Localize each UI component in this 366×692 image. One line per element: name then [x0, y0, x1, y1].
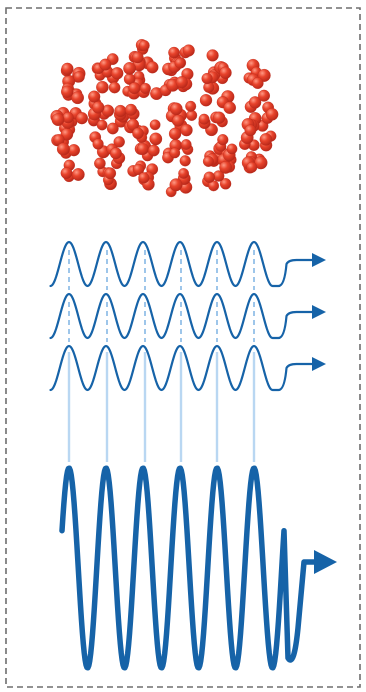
particle-sphere [169, 178, 183, 192]
particle-sphere [206, 49, 219, 62]
particle-sphere [219, 178, 232, 190]
particle-sphere [67, 144, 80, 157]
particle-sphere [219, 161, 232, 174]
right-arrow-icon [314, 550, 337, 574]
particle-sphere [168, 127, 182, 140]
particle-sphere [179, 155, 191, 167]
particle-sphere [258, 89, 270, 102]
particle-sphere [147, 144, 160, 157]
particle-sphere [186, 109, 198, 121]
particle-sphere [71, 168, 85, 181]
particle-sphere [96, 119, 108, 131]
particle-sphere [139, 82, 151, 94]
particle-sphere [92, 101, 105, 114]
particle-sphere [223, 101, 236, 114]
particle-sphere [259, 133, 273, 146]
particle-sphere [203, 171, 215, 183]
large-wave-path [59, 465, 321, 671]
particle-sphere [202, 155, 214, 167]
particle-sphere [88, 90, 101, 103]
particle-sphere [180, 123, 193, 137]
particle-sphere [149, 119, 161, 131]
particle-sphere [111, 67, 124, 80]
right-arrow-icon [312, 357, 326, 371]
particle-sphere [56, 142, 70, 156]
particle-sphere [61, 62, 74, 75]
particle-sphere [94, 157, 106, 170]
right-arrow-icon [312, 305, 326, 319]
particle-sphere [132, 127, 144, 140]
particle-sphere [109, 147, 122, 160]
large-wave [59, 465, 337, 671]
particle-sphere [60, 167, 73, 179]
small-waves [49, 240, 326, 392]
particle-sphere [92, 138, 104, 150]
particle-sphere [198, 113, 210, 125]
particle-sphere [132, 163, 145, 176]
particle-sphere [168, 46, 180, 59]
particle-sphere [51, 113, 65, 126]
particle-sphere [248, 96, 262, 109]
particle-sphere [61, 85, 74, 98]
particle-sphere [170, 102, 183, 116]
particle-sphere [169, 147, 181, 159]
particle-sphere [185, 100, 197, 112]
small-wave-path [49, 344, 314, 392]
particle-sphere [99, 58, 112, 71]
particle-sphere [96, 80, 109, 94]
particle-sphere [175, 76, 188, 89]
particle-sphere [265, 108, 279, 121]
particle-sphere [244, 124, 257, 137]
particle-sphere [199, 94, 213, 107]
small-wave-path [49, 240, 314, 288]
particle-sphere [114, 104, 127, 118]
particle-sphere [217, 134, 229, 146]
particle-sphere [138, 172, 150, 184]
particle-sphere [146, 61, 159, 74]
particle-cluster [50, 39, 279, 198]
vertical-guide-lines [67, 250, 256, 462]
particle-sphere [182, 44, 195, 57]
particle-sphere [219, 66, 232, 79]
particle-sphere [73, 71, 85, 83]
particle-sphere [108, 81, 121, 94]
right-arrow-icon [312, 253, 326, 267]
particle-sphere [149, 132, 163, 146]
particle-sphere [123, 62, 136, 75]
particle-sphere [251, 77, 264, 89]
small-wave-path [49, 292, 314, 340]
particle-sphere [178, 168, 189, 179]
particle-sphere [201, 72, 213, 85]
particle-sphere [128, 82, 141, 95]
particle-sphere [172, 114, 185, 127]
particle-sphere [75, 112, 88, 125]
particle-sphere [138, 40, 150, 51]
particle-sphere [71, 91, 84, 105]
particle-sphere [106, 122, 119, 135]
particle-sphere [180, 139, 192, 150]
particle-sphere [131, 51, 144, 64]
particle-sphere [136, 143, 149, 155]
particle-sphere [113, 136, 125, 148]
particle-sphere [212, 111, 226, 124]
particle-sphere [125, 103, 137, 116]
particle-sphere [62, 111, 74, 124]
particle-sphere [104, 167, 117, 180]
particle-sphere [226, 143, 238, 155]
particle-sphere [174, 57, 186, 69]
dashed-frame [5, 7, 361, 688]
particle-sphere [246, 161, 258, 173]
